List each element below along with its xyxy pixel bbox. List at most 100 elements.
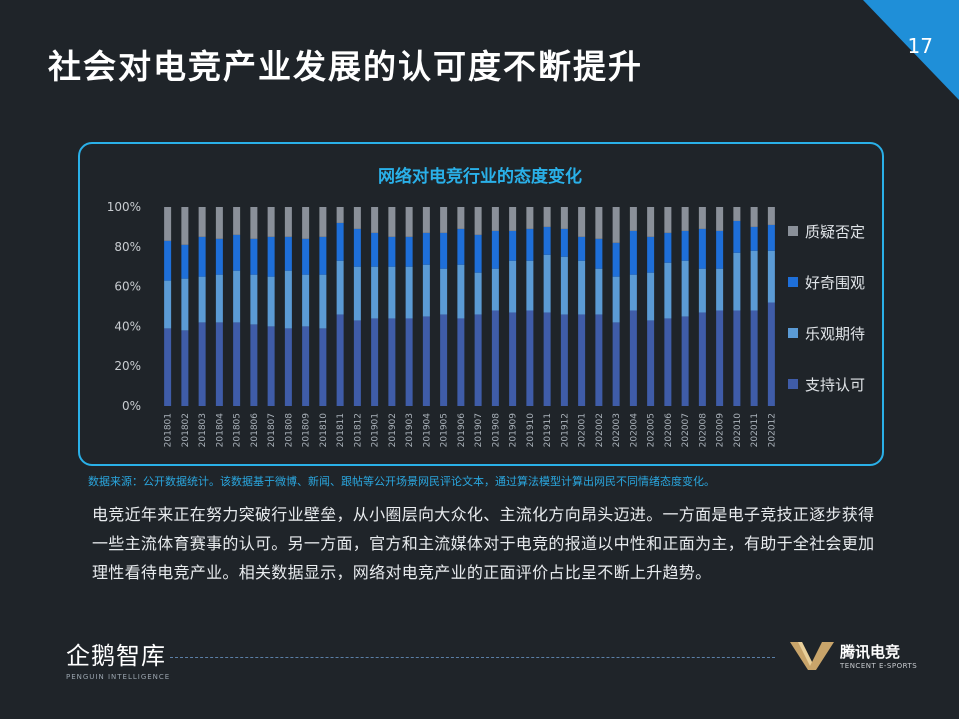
bar-segment-3 — [664, 232, 672, 263]
bar-segment-1 — [491, 310, 499, 406]
bar-segment-4 — [284, 207, 292, 237]
bar-segment-4 — [474, 207, 482, 235]
chart-title: 网络对电竞行业的态度变化 — [378, 166, 582, 187]
bar-segment-2 — [440, 268, 448, 315]
x-tick-label: 202001 — [578, 413, 588, 447]
penguin-intelligence-logo: 企鹅智库 PENGUIN INTELLIGENCE — [66, 636, 170, 681]
bar-segment-4 — [215, 207, 223, 239]
bar-segment-1 — [233, 322, 241, 406]
bar-segment-3 — [405, 236, 413, 267]
bar-segment-2 — [371, 266, 379, 319]
bar-segment-1 — [215, 322, 223, 406]
bar-segment-4 — [491, 207, 499, 231]
y-tick-label: 80% — [114, 240, 141, 254]
x-tick-label: 201903 — [405, 413, 415, 447]
bar-segment-2 — [250, 274, 258, 325]
bar-segment-2 — [560, 256, 568, 315]
bar-segment-4 — [750, 207, 758, 227]
bar-segment-4 — [302, 207, 310, 239]
bar-segment-2 — [198, 276, 206, 323]
bar-segment-1 — [474, 314, 482, 406]
bar-segment-2 — [595, 268, 603, 315]
bar-segment-4 — [353, 207, 361, 229]
bar-segment-4 — [457, 207, 465, 229]
x-tick-label: 201910 — [526, 413, 536, 448]
bar-segment-2 — [767, 250, 775, 303]
bar-segment-4 — [164, 207, 172, 241]
legend-swatch — [788, 277, 798, 287]
x-tick-label: 202005 — [647, 413, 657, 447]
bar-segment-4 — [664, 207, 672, 233]
legend-label: 支持认可 — [805, 376, 865, 394]
bar-segment-1 — [302, 326, 310, 406]
x-tick-label: 201801 — [164, 413, 174, 447]
bar-segment-3 — [509, 230, 517, 261]
bar-segment-3 — [388, 236, 396, 267]
bar-segment-2 — [336, 260, 344, 315]
x-tick-label: 201812 — [353, 413, 363, 447]
bar-segment-2 — [474, 272, 482, 315]
bar-segment-4 — [681, 207, 689, 231]
bar-segment-4 — [181, 207, 189, 245]
bar-segment-3 — [302, 238, 310, 275]
bar-segment-2 — [284, 270, 292, 329]
x-tick-label: 202007 — [681, 413, 691, 447]
bar-segment-4 — [647, 207, 655, 237]
bar-segment-1 — [198, 322, 206, 406]
bar-segment-4 — [509, 207, 517, 231]
x-tick-label: 201806 — [250, 413, 260, 448]
bar-segment-2 — [647, 272, 655, 321]
x-tick-label: 201909 — [509, 413, 519, 448]
bar-segment-3 — [733, 220, 741, 253]
bar-segment-4 — [233, 207, 241, 235]
bar-segment-2 — [543, 254, 551, 313]
x-tick-label: 201908 — [491, 413, 501, 448]
chart-panel — [78, 142, 884, 466]
bar-segment-2 — [302, 274, 310, 327]
bar-segment-1 — [422, 316, 430, 406]
bar-segment-3 — [233, 234, 241, 271]
bar-segment-1 — [733, 310, 741, 406]
bar-segment-2 — [319, 274, 327, 329]
bar-segment-1 — [319, 328, 327, 406]
attitude-chart: 网络对电竞行业的态度变化 0% 20% 40% 60% 80% 100% 201801 2018… — [107, 166, 865, 448]
logo-right-cn: 腾讯电竞 — [840, 642, 901, 661]
bar-segment-4 — [629, 207, 637, 231]
bar-segment-1 — [526, 310, 534, 406]
x-tick-label: 202003 — [612, 413, 622, 447]
bar-segment-2 — [215, 274, 223, 323]
bar-segment-3 — [595, 238, 603, 269]
bar-segment-1 — [560, 314, 568, 406]
bar-segment-3 — [681, 230, 689, 261]
bar-segment-2 — [491, 268, 499, 311]
bar-segment-4 — [422, 207, 430, 233]
tencent-esports-logo: 腾讯电竞 TENCENT E-SPORTS — [790, 640, 917, 670]
bar-segment-3 — [560, 228, 568, 257]
footer-divider — [170, 657, 775, 658]
bar-segment-3 — [353, 228, 361, 267]
x-tick-label: 201907 — [474, 413, 484, 447]
bar-segment-1 — [629, 310, 637, 406]
bar-segment-1 — [543, 312, 551, 406]
x-tick-label: 202010 — [733, 413, 743, 448]
bar-segment-4 — [560, 207, 568, 229]
bar-segment-1 — [250, 324, 258, 406]
bar-segment-1 — [284, 328, 292, 406]
bar-segment-4 — [526, 207, 534, 229]
y-tick-label: 100% — [107, 200, 141, 214]
y-tick-label: 40% — [114, 319, 141, 333]
bar-segment-4 — [440, 207, 448, 233]
bar-segment-3 — [371, 232, 379, 267]
x-tick-label: 201809 — [302, 413, 312, 448]
x-tick-label: 202011 — [750, 413, 760, 447]
bar-segment-4 — [267, 207, 275, 237]
legend-swatch — [788, 226, 798, 236]
bar-segment-2 — [509, 260, 517, 313]
bar-segment-2 — [716, 268, 724, 311]
bar-segment-3 — [716, 230, 724, 269]
bar-segment-3 — [612, 242, 620, 277]
bar-segment-3 — [578, 236, 586, 261]
y-tick-label: 60% — [114, 280, 141, 294]
page-number: 17 — [907, 34, 933, 58]
bar-segment-4 — [250, 207, 258, 239]
